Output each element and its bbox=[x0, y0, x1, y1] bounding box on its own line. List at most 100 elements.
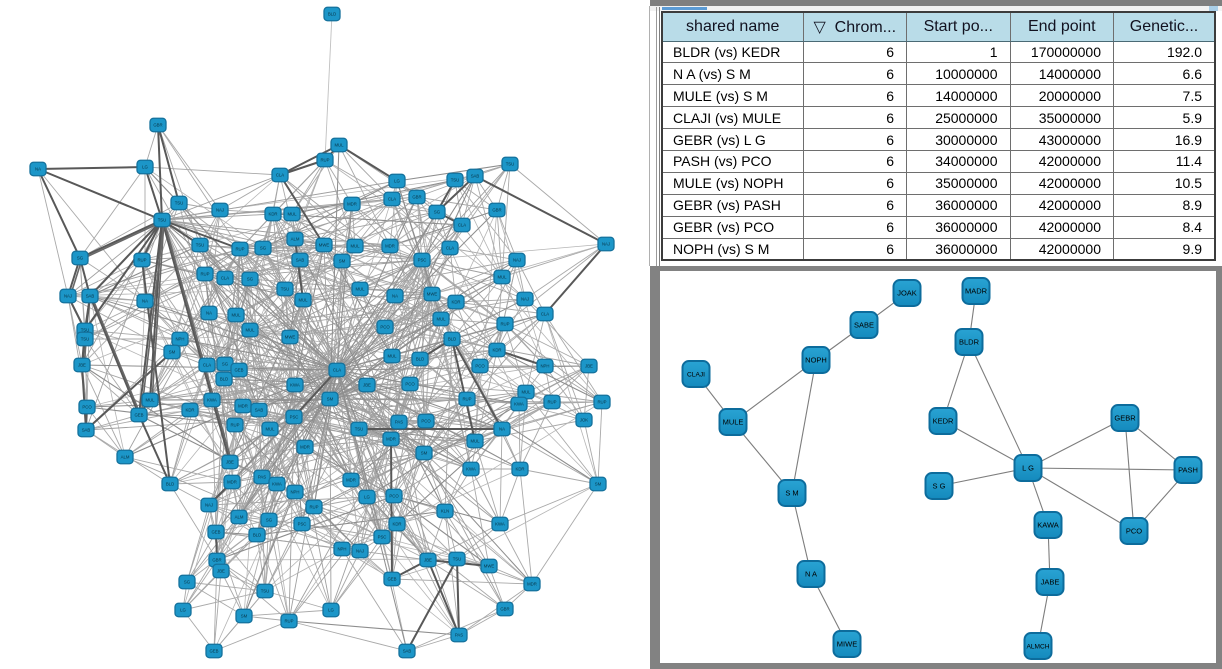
svg-text:KWA: KWA bbox=[272, 482, 282, 487]
svg-text:MUL: MUL bbox=[245, 328, 255, 333]
svg-text:LG: LG bbox=[328, 608, 334, 613]
svg-text:GEBR: GEBR bbox=[1114, 414, 1136, 423]
svg-text:MUL: MUL bbox=[470, 439, 480, 444]
svg-text:KDR: KDR bbox=[392, 522, 401, 527]
svg-text:SG: SG bbox=[434, 210, 441, 215]
svg-text:RUP: RUP bbox=[284, 619, 293, 624]
svg-text:SM: SM bbox=[595, 482, 602, 487]
svg-text:SAB: SAB bbox=[296, 258, 305, 263]
svg-text:JOK: JOK bbox=[580, 418, 588, 423]
svg-text:LG: LG bbox=[142, 165, 148, 170]
svg-text:L G: L G bbox=[1022, 464, 1034, 473]
svg-text:SG: SG bbox=[184, 580, 191, 585]
svg-text:NA: NA bbox=[499, 427, 505, 432]
svg-text:MUL: MUL bbox=[521, 390, 531, 395]
svg-text:JBE: JBE bbox=[363, 383, 371, 388]
svg-text:GBR: GBR bbox=[153, 123, 162, 128]
svg-text:JBE: JBE bbox=[226, 460, 234, 465]
svg-text:CLA: CLA bbox=[333, 368, 341, 373]
svg-text:BLD: BLD bbox=[328, 12, 336, 17]
svg-text:PCO: PCO bbox=[82, 405, 92, 410]
svg-text:NAJ: NAJ bbox=[64, 294, 72, 299]
svg-text:BLD: BLD bbox=[448, 337, 456, 342]
svg-text:S M: S M bbox=[785, 489, 798, 498]
svg-text:MUL: MUL bbox=[436, 317, 446, 322]
svg-text:KDR: KDR bbox=[185, 408, 194, 413]
svg-text:SG: SG bbox=[266, 518, 273, 523]
svg-text:NPH: NPH bbox=[337, 547, 346, 552]
svg-text:PSC: PSC bbox=[290, 415, 299, 420]
svg-text:KDR: KDR bbox=[515, 467, 524, 472]
svg-text:MULE: MULE bbox=[723, 418, 744, 427]
svg-text:SABE: SABE bbox=[854, 321, 874, 330]
svg-text:CLA: CLA bbox=[203, 363, 211, 368]
svg-text:TSU: TSU bbox=[81, 337, 90, 342]
svg-text:MDR: MDR bbox=[238, 404, 248, 409]
svg-text:SM: SM bbox=[241, 614, 248, 619]
svg-text:NAJ: NAJ bbox=[216, 208, 224, 213]
svg-text:PAS: PAS bbox=[455, 633, 463, 638]
svg-text:GEB: GEB bbox=[209, 649, 218, 654]
svg-text:RUP: RUP bbox=[320, 158, 329, 163]
svg-text:GEB: GEB bbox=[387, 577, 396, 582]
svg-text:KWA: KWA bbox=[495, 522, 505, 527]
svg-text:SM: SM bbox=[339, 259, 346, 264]
svg-text:TSU: TSU bbox=[506, 162, 515, 167]
svg-text:KDR: KDR bbox=[492, 348, 501, 353]
svg-text:PASH: PASH bbox=[1178, 466, 1198, 475]
svg-text:KDR: KDR bbox=[451, 300, 460, 305]
svg-text:BLD: BLD bbox=[220, 377, 228, 382]
svg-text:TSU: TSU bbox=[281, 287, 290, 292]
svg-text:PCO: PCO bbox=[475, 364, 485, 369]
svg-text:MWE: MWE bbox=[484, 564, 495, 569]
svg-text:MDR: MDR bbox=[385, 244, 395, 249]
svg-text:JBE: JBE bbox=[78, 363, 86, 368]
svg-text:MUL: MUL bbox=[287, 212, 297, 217]
svg-text:JBE: JBE bbox=[424, 558, 432, 563]
svg-text:PAS: PAS bbox=[395, 420, 403, 425]
svg-text:GEB: GEB bbox=[211, 530, 220, 535]
svg-text:TSU: TSU bbox=[196, 243, 205, 248]
svg-text:CLA: CLA bbox=[541, 312, 549, 317]
svg-text:N A: N A bbox=[805, 570, 817, 579]
svg-text:SM: SM bbox=[327, 397, 334, 402]
svg-text:ALM: ALM bbox=[121, 455, 130, 460]
svg-text:LG: LG bbox=[364, 495, 370, 500]
svg-text:SG: SG bbox=[247, 277, 254, 282]
svg-text:CLA: CLA bbox=[221, 276, 229, 281]
svg-text:NA: NA bbox=[35, 167, 41, 172]
svg-text:PCO: PCO bbox=[389, 494, 399, 499]
svg-text:SG: SG bbox=[260, 246, 267, 251]
svg-text:SAB: SAB bbox=[403, 649, 412, 654]
svg-text:SG: SG bbox=[222, 362, 229, 367]
svg-text:GEB: GEB bbox=[134, 413, 143, 418]
svg-text:PSC: PSC bbox=[298, 522, 307, 527]
svg-text:BLDR: BLDR bbox=[959, 338, 980, 347]
svg-text:SAB: SAB bbox=[82, 428, 91, 433]
svg-text:RUP: RUP bbox=[137, 258, 146, 263]
svg-text:NAJ: NAJ bbox=[513, 258, 521, 263]
svg-text:MUL: MUL bbox=[350, 244, 360, 249]
svg-text:PCO: PCO bbox=[405, 382, 415, 387]
svg-text:RUP: RUP bbox=[500, 322, 509, 327]
svg-text:PSC: PSC bbox=[378, 535, 387, 540]
svg-text:RUP: RUP bbox=[230, 423, 239, 428]
svg-text:MUL: MUL bbox=[145, 398, 155, 403]
svg-text:MDR: MDR bbox=[386, 437, 396, 442]
svg-text:RUP: RUP bbox=[597, 400, 606, 405]
svg-text:MUL: MUL bbox=[298, 298, 308, 303]
svg-text:NPH: NPH bbox=[175, 337, 184, 342]
svg-text:CLA: CLA bbox=[446, 246, 454, 251]
svg-text:SAB: SAB bbox=[255, 408, 264, 413]
svg-text:NA: NA bbox=[206, 311, 212, 316]
svg-text:NPH: NPH bbox=[540, 364, 549, 369]
svg-text:MDR: MDR bbox=[527, 582, 537, 587]
svg-text:KAWA: KAWA bbox=[1037, 521, 1059, 530]
svg-text:RUP: RUP bbox=[235, 247, 244, 252]
svg-text:NAJ: NAJ bbox=[602, 242, 610, 247]
svg-text:MADR: MADR bbox=[965, 287, 988, 296]
svg-text:MUL: MUL bbox=[497, 275, 507, 280]
svg-text:CLA: CLA bbox=[458, 223, 466, 228]
svg-text:KWA: KWA bbox=[466, 467, 476, 472]
svg-text:BLD: BLD bbox=[253, 533, 261, 538]
